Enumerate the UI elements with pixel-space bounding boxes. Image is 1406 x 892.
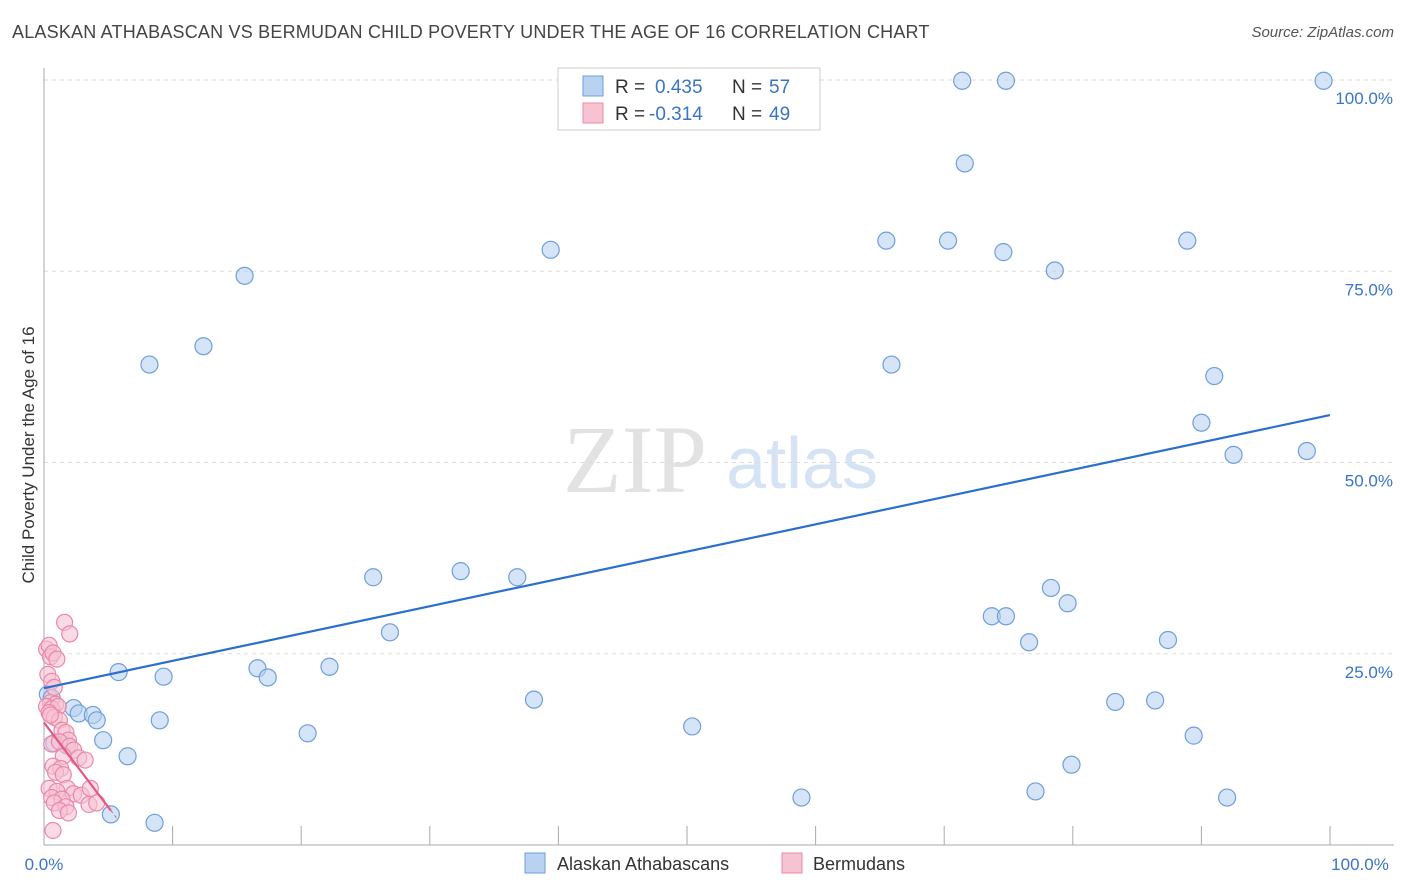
alaskan-athabascan-point-23 — [380, 623, 400, 642]
alaskan-athabascan-point-14 — [150, 711, 169, 730]
y-tick-label-100: 100.0% — [1335, 89, 1393, 108]
y-tick-label-25: 25.0% — [1345, 663, 1393, 682]
alaskan-athabascan-point-12 — [140, 355, 159, 374]
x-tick-label-min: 0.0% — [25, 855, 64, 874]
bermudan-point-47 — [41, 706, 60, 724]
bermudan-point-40 — [88, 794, 106, 812]
watermark-atlas: atlas — [726, 424, 878, 504]
alaskan-athabascan-point-9 — [101, 805, 120, 824]
alaskan-athabascan-point-26 — [524, 690, 544, 709]
series-bermudans — [37, 613, 106, 840]
trend-line-bermudans — [43, 721, 112, 812]
alaskan-athabascan-point-52 — [1218, 788, 1237, 807]
alaskan-athabascan-point-32 — [938, 231, 958, 250]
bottom-legend-swatch-blue — [524, 852, 546, 874]
alaskan-athabascan-point-19 — [258, 668, 277, 687]
legend-r-label-2: R = — [615, 104, 645, 125]
legend-r-label-1: R = — [615, 77, 645, 98]
alaskan-athabascan-point-40 — [1026, 782, 1045, 801]
trend-line-alaskan-athabascans — [43, 413, 1331, 690]
alaskan-athabascan-point-55 — [1314, 71, 1333, 90]
alaskan-athabascan-point-27 — [541, 240, 560, 259]
alaskan-athabascan-point-22 — [364, 568, 383, 587]
alaskan-athabascan-point-11 — [118, 747, 137, 766]
alaskan-athabascan-point-31 — [882, 355, 901, 374]
alaskan-athabascan-point-50 — [1192, 413, 1211, 432]
legend-swatch-pink — [582, 102, 604, 124]
alaskan-athabascan-point-33 — [953, 71, 972, 90]
alaskan-athabascan-point-46 — [1146, 691, 1165, 710]
x-tick-label-max: 100.0% — [1331, 855, 1389, 874]
alaskan-athabascan-point-39 — [1019, 633, 1039, 652]
alaskan-athabascan-point-28 — [683, 717, 702, 736]
gridlines — [44, 79, 1394, 655]
legend-swatch-blue — [582, 75, 604, 97]
alaskan-athabascan-point-47 — [1158, 630, 1178, 650]
alaskan-athabascan-point-36 — [994, 243, 1013, 262]
alaskan-athabascan-point-13 — [145, 813, 164, 832]
legend-n-value-1: 57 — [769, 77, 790, 98]
bermudan-point-4 — [48, 650, 66, 668]
legend-n-label-2: N = — [732, 104, 762, 125]
alaskan-athabascan-point-42 — [1045, 261, 1064, 280]
watermark-zip: ZIP — [563, 406, 707, 513]
bottom-legend-label-pink: Bermudans — [813, 854, 905, 874]
x-ticks — [172, 826, 1331, 845]
alaskan-athabascan-point-54 — [1297, 441, 1316, 461]
bermudan-point-46 — [81, 779, 99, 797]
alaskan-athabascan-point-48 — [1178, 231, 1197, 250]
y-tick-label-50: 50.0% — [1345, 472, 1393, 491]
alaskan-athabascan-point-53 — [1224, 445, 1243, 464]
legend-r-value-1: 0.435 — [655, 77, 703, 98]
legend-r-value-2: -0.314 — [649, 104, 703, 125]
bottom-legend-label-blue: Alaskan Athabascans — [557, 854, 729, 874]
alaskan-athabascan-point-37 — [996, 607, 1016, 626]
legend: R = 0.435 N = 57 R = -0.314 N = 49 — [557, 67, 821, 131]
alaskan-athabascan-point-51 — [1205, 366, 1224, 386]
bottom-legend-swatch-pink — [781, 852, 803, 874]
legend-n-label-1: N = — [732, 77, 762, 98]
alaskan-athabascan-point-7 — [87, 711, 106, 730]
alaskan-athabascan-point-17 — [235, 266, 254, 285]
alaskan-athabascan-point-8 — [94, 731, 113, 750]
alaskan-athabascan-point-43 — [1058, 594, 1077, 613]
alaskan-athabascan-point-44 — [1062, 755, 1081, 774]
alaskan-athabascan-point-15 — [154, 667, 173, 686]
bermudan-point-25 — [76, 751, 94, 769]
legend-n-value-2: 49 — [769, 104, 790, 125]
trend-lines — [43, 413, 1331, 820]
bermudan-point-43 — [44, 821, 62, 840]
alaskan-athabascan-point-38 — [996, 71, 1016, 90]
bottom-legend: Alaskan Athabascans Bermudans — [524, 852, 905, 874]
bermudan-point-42 — [59, 804, 78, 822]
alaskan-athabascan-point-45 — [1106, 692, 1125, 712]
alaskan-athabascan-point-30 — [877, 231, 896, 250]
alaskan-athabascan-point-21 — [320, 657, 339, 676]
alaskan-athabascan-point-49 — [1184, 726, 1203, 745]
y-tick-labels: 25.0% 50.0% 75.0% 100.0% — [1335, 89, 1393, 682]
alaskan-athabascan-point-34 — [955, 154, 974, 173]
alaskan-athabascan-point-20 — [298, 724, 317, 743]
y-axis-label: Child Poverty Under the Age of 16 — [19, 326, 38, 583]
trend-line-bermudans-extension — [110, 810, 118, 820]
alaskan-athabascan-point-41 — [1041, 578, 1061, 598]
y-tick-label-75: 75.0% — [1345, 280, 1393, 299]
chart-source: Source: ZipAtlas.com — [1251, 24, 1394, 41]
alaskan-athabascan-point-16 — [194, 337, 213, 356]
alaskan-athabascan-point-25 — [508, 568, 527, 587]
alaskan-athabascan-point-24 — [451, 562, 470, 581]
chart-title: ALASKAN ATHABASCAN VS BERMUDAN CHILD POV… — [12, 22, 930, 42]
bermudan-point-45 — [61, 625, 79, 643]
alaskan-athabascan-point-29 — [792, 788, 811, 807]
